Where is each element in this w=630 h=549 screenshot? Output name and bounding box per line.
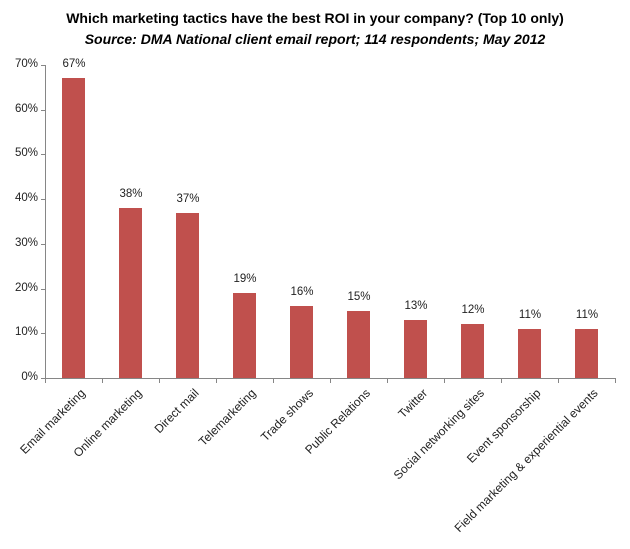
chart-title: Which marketing tactics have the best RO…	[66, 10, 564, 26]
x-tick-mark	[159, 378, 160, 383]
x-tick-mark	[216, 378, 217, 383]
bar	[176, 213, 199, 378]
data-label: 37%	[176, 193, 200, 205]
y-axis-line	[45, 65, 46, 379]
x-tick-mark	[330, 378, 331, 383]
x-tick-mark	[501, 378, 502, 383]
data-label: 11%	[518, 309, 542, 321]
y-tick-mark	[41, 154, 46, 155]
x-tick-mark	[273, 378, 274, 383]
y-tick-label: 20%	[14, 281, 38, 294]
bar	[461, 324, 484, 378]
data-label: 15%	[347, 291, 371, 303]
bar	[404, 320, 427, 378]
data-label: 12%	[461, 304, 485, 316]
y-tick-mark	[41, 244, 46, 245]
bar	[233, 293, 256, 378]
y-tick-mark	[41, 289, 46, 290]
x-tick-mark	[387, 378, 388, 383]
data-label: 11%	[575, 309, 599, 321]
y-tick-mark	[41, 378, 46, 379]
x-category-label: Telemarketing	[195, 386, 259, 449]
x-category-label: Twitter	[395, 386, 431, 421]
y-tick-label: 0%	[21, 371, 38, 383]
y-tick-label: 40%	[14, 192, 38, 205]
x-tick-mark	[102, 378, 103, 383]
bar	[290, 306, 313, 378]
y-tick-label: 70%	[14, 58, 38, 70]
y-tick-mark	[41, 110, 46, 111]
data-label: 13%	[404, 300, 428, 312]
x-tick-mark	[45, 378, 46, 383]
x-category-label: Direct mail	[151, 386, 202, 436]
y-tick-label: 30%	[14, 236, 38, 249]
bar	[575, 329, 598, 378]
bar	[119, 208, 142, 378]
bar	[518, 329, 541, 378]
chart-subtitle: Source: DMA National client email report…	[84, 31, 546, 47]
y-tick-label: 50%	[14, 147, 38, 160]
y-tick-mark	[41, 65, 46, 66]
y-tick-label: 10%	[14, 326, 38, 339]
y-tick-mark	[41, 333, 46, 334]
data-label: 67%	[62, 58, 86, 70]
x-category-label: Trade shows	[257, 386, 317, 445]
x-tick-mark	[558, 378, 559, 383]
y-tick-label: 60%	[14, 102, 38, 115]
data-label: 19%	[233, 273, 257, 285]
data-label: 38%	[119, 188, 143, 200]
bar	[347, 311, 370, 378]
data-label: 16%	[290, 286, 314, 298]
bar	[62, 78, 85, 378]
x-tick-mark	[615, 378, 616, 383]
x-tick-mark	[444, 378, 445, 383]
y-tick-mark	[41, 199, 46, 200]
